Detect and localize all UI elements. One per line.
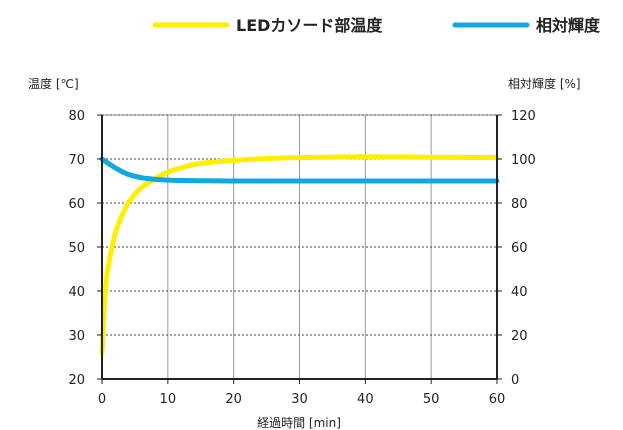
axes [97,114,502,384]
x-tick-label: 30 [291,392,308,407]
series-line-luminance [99,156,500,184]
y-left-tick-label: 20 [68,373,85,388]
x-tick-label: 0 [98,392,106,407]
series-line-temperature [99,154,500,356]
tick-labels: 0 10 20 30 40 50 60 20 30 40 50 60 70 80 0 20 40 60 80 100 1… [68,109,535,407]
x-tick-label: 60 [489,392,506,407]
x-axis-title: 経過時間 [min] [257,416,341,430]
y-left-tick-label: 60 [68,197,85,212]
y-right-tick-label: 0 [511,373,519,388]
grid [102,114,497,379]
series-lines [99,154,500,356]
y-left-tick-label: 80 [68,109,85,124]
y-right-tick-label: 80 [511,197,528,212]
legend-label-luminance: 相対輝度 [536,16,601,35]
y-left-tick-label: 30 [68,329,85,344]
y-right-tick-label: 60 [511,241,528,256]
y-right-tick-label: 20 [511,329,528,344]
y-left-tick-label: 70 [68,153,85,168]
y-right-tick-label: 120 [511,109,536,124]
y-left-tick-label: 40 [68,285,85,300]
y-left-axis-title: 温度 [℃] [28,76,79,91]
x-tick-label: 20 [225,392,242,407]
x-tick-label: 50 [423,392,440,407]
legend-label-temperature: LEDカソード部温度 [236,16,383,35]
y-right-axis-title: 相対輝度 [%] [508,76,581,91]
y-left-tick-label: 50 [68,241,85,256]
x-tick-label: 40 [357,392,374,407]
y-right-tick-label: 100 [511,153,536,168]
x-tick-label: 10 [160,392,177,407]
y-right-tick-label: 40 [511,285,528,300]
legend: LEDカソード部温度 相対輝度 [152,16,601,35]
